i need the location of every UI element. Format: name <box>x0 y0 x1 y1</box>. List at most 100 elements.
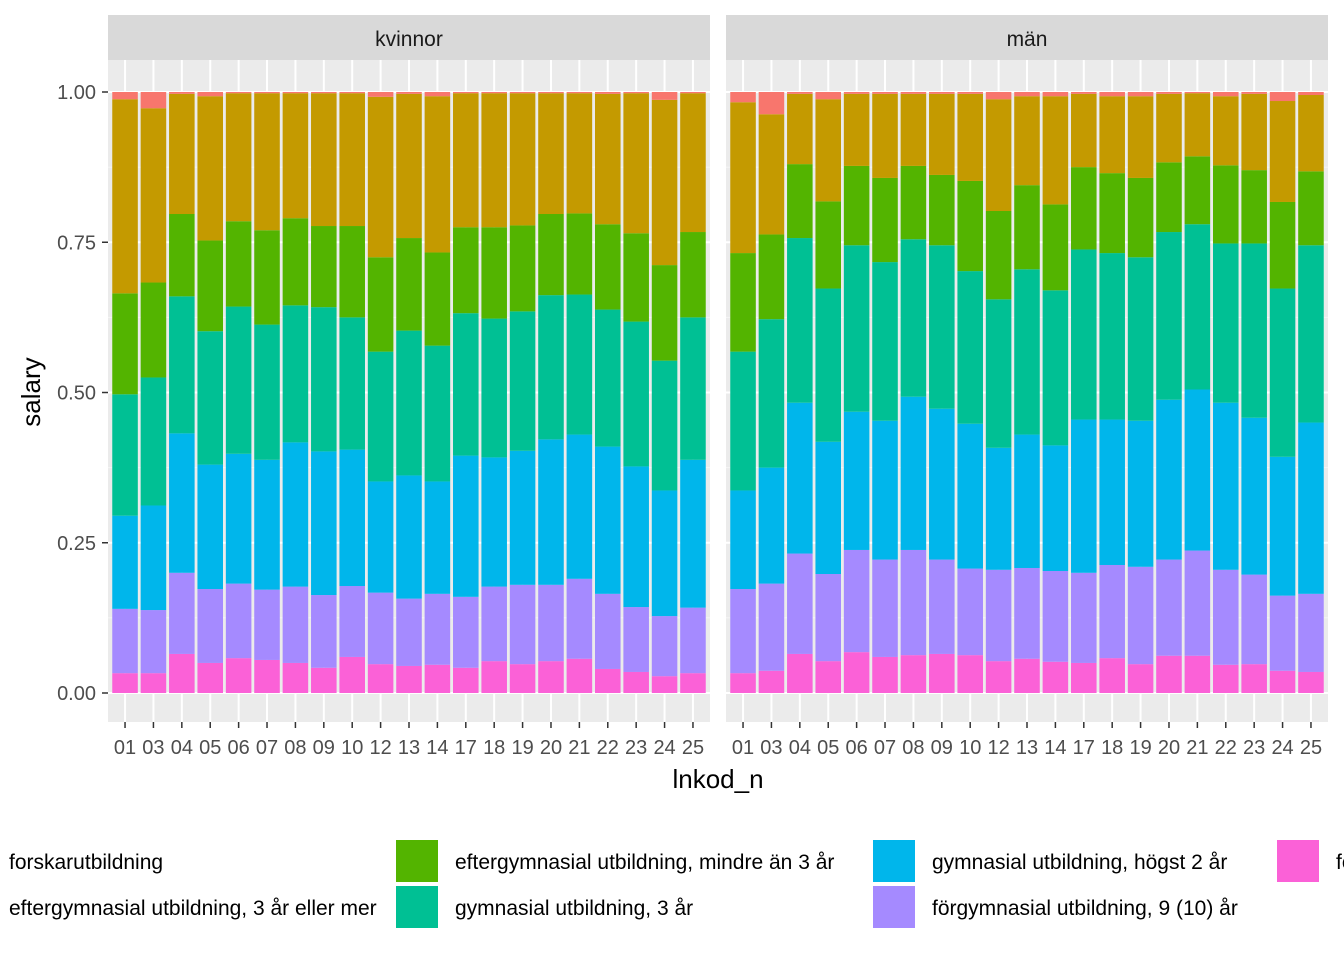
bar-segment-kvinnor-12-gymnasial-utbildning-3-ar <box>367 351 394 482</box>
bar-segment-kvinnor-09-forgymnasial-utbildning-9-10-ar <box>311 595 337 668</box>
bar-segment-man-12-forgymnasial-utbildning-9-10-ar <box>985 569 1012 662</box>
bar-segment-man-12-eftergymnasial-utbildning-3-ar-eller-mer <box>985 99 1012 211</box>
bar-segment-kvinnor-22-eftergymnasial-utbildning-3-ar-eller-mer <box>594 93 621 225</box>
bar-segment-man-08-eftergymnasial-utbildning-3-ar-eller-mer <box>900 93 927 166</box>
bar-segment-man-21-eftergymnasial-utbildning-3-ar-eller-mer <box>1184 93 1211 157</box>
bar-segment-man-08-gymnasial-utbildning-hogst-2-ar <box>900 396 927 550</box>
bar-segment-kvinnor-20-forskarutbildning <box>538 92 564 94</box>
bar-segment-man-04-gymnasial-utbildning-hogst-2-ar <box>787 402 813 554</box>
y-tick-label: 1.00 <box>57 82 96 104</box>
bar-segment-man-07-eftergymnasial-utbildning-mindre-an-3-ar <box>872 177 898 263</box>
legend-item-forgymnasial-utbildning-kortare-an-9-ar: förgymnasial utbildning, kortare än 9 år <box>1277 840 1344 882</box>
bar-segment-man-22-eftergymnasial-utbildning-mindre-an-3-ar <box>1212 165 1239 244</box>
bar-segment-kvinnor-17-gymnasial-utbildning-hogst-2-ar <box>453 455 479 597</box>
bar-segment-man-25-forgymnasial-utbildning-9-10-ar <box>1298 593 1324 672</box>
bar-segment-kvinnor-12-eftergymnasial-utbildning-3-ar-eller-mer <box>367 96 394 258</box>
bar-segment-man-23-eftergymnasial-utbildning-mindre-an-3-ar <box>1241 170 1267 244</box>
bar-segment-kvinnor-03-gymnasial-utbildning-3-ar <box>140 377 167 506</box>
bar-segment-man-17-gymnasial-utbildning-hogst-2-ar <box>1071 419 1097 573</box>
x-tick-label-man-03: 03 <box>760 737 782 759</box>
bar-segment-man-14-eftergymnasial-utbildning-mindre-an-3-ar <box>1042 204 1069 291</box>
bar-segment-kvinnor-20-eftergymnasial-utbildning-mindre-an-3-ar <box>538 214 564 296</box>
bar-segment-man-04-gymnasial-utbildning-3-ar <box>787 238 813 403</box>
bar-segment-kvinnor-05-gymnasial-utbildning-3-ar <box>197 331 224 465</box>
bar-segment-man-08-eftergymnasial-utbildning-mindre-an-3-ar <box>900 165 927 240</box>
bar-segment-man-24-gymnasial-utbildning-3-ar <box>1269 288 1296 457</box>
bar-segment-kvinnor-22-forgymnasial-utbildning-kortare-an-9-ar <box>594 668 621 693</box>
bar-segment-man-09-eftergymnasial-utbildning-3-ar-eller-mer <box>929 93 955 175</box>
bar-segment-kvinnor-18-eftergymnasial-utbildning-3-ar-eller-mer <box>481 93 507 228</box>
bar-segment-kvinnor-24-gymnasial-utbildning-3-ar <box>651 360 678 491</box>
bar-segment-man-21-forgymnasial-utbildning-kortare-an-9-ar <box>1184 655 1211 693</box>
bar-segment-kvinnor-06-eftergymnasial-utbildning-mindre-an-3-ar <box>225 221 252 307</box>
bar-segment-man-14-eftergymnasial-utbildning-3-ar-eller-mer <box>1042 96 1069 205</box>
x-tick-label-man-05: 05 <box>817 737 839 759</box>
bar-segment-man-06-gymnasial-utbildning-hogst-2-ar <box>843 411 870 550</box>
bar-segment-kvinnor-08-gymnasial-utbildning-3-ar <box>282 305 309 443</box>
bar-segment-kvinnor-03-eftergymnasial-utbildning-mindre-an-3-ar <box>140 282 167 378</box>
bar-segment-man-23-forskarutbildning <box>1241 92 1267 94</box>
bar-segment-kvinnor-10-eftergymnasial-utbildning-mindre-an-3-ar <box>339 226 365 318</box>
bar-segment-man-06-forgymnasial-utbildning-9-10-ar <box>843 549 870 653</box>
bar-segment-kvinnor-04-gymnasial-utbildning-hogst-2-ar <box>169 433 195 573</box>
bar-segment-man-14-forgymnasial-utbildning-kortare-an-9-ar <box>1042 661 1069 693</box>
bar-segment-kvinnor-19-eftergymnasial-utbildning-mindre-an-3-ar <box>509 225 536 312</box>
bar-segment-kvinnor-13-gymnasial-utbildning-hogst-2-ar <box>396 475 422 599</box>
x-tick-label-man-20: 20 <box>1158 737 1180 759</box>
bar-segment-kvinnor-20-forgymnasial-utbildning-kortare-an-9-ar <box>538 661 564 693</box>
bar-segment-kvinnor-08-forgymnasial-utbildning-9-10-ar <box>282 586 309 663</box>
bar-segment-man-19-forgymnasial-utbildning-kortare-an-9-ar <box>1127 664 1154 693</box>
bar-segment-man-21-gymnasial-utbildning-3-ar <box>1184 224 1211 390</box>
legend-key-gymnasial-utbildning-3-ar <box>396 886 438 928</box>
bar-segment-man-17-forgymnasial-utbildning-9-10-ar <box>1071 572 1097 663</box>
bar-segment-man-03-gymnasial-utbildning-3-ar <box>758 319 785 468</box>
bar-segment-kvinnor-10-eftergymnasial-utbildning-3-ar-eller-mer <box>339 93 365 227</box>
bar-segment-kvinnor-09-eftergymnasial-utbildning-3-ar-eller-mer <box>311 93 337 227</box>
bar-segment-kvinnor-17-eftergymnasial-utbildning-mindre-an-3-ar <box>453 227 479 314</box>
bar-segment-man-14-gymnasial-utbildning-hogst-2-ar <box>1042 445 1069 571</box>
facet-label-man: män <box>1007 28 1048 51</box>
bar-segment-man-25-forgymnasial-utbildning-kortare-an-9-ar <box>1298 671 1324 693</box>
bar-segment-kvinnor-07-forgymnasial-utbildning-kortare-an-9-ar <box>254 659 280 693</box>
bar-segment-man-23-gymnasial-utbildning-3-ar <box>1241 243 1267 418</box>
bar-segment-kvinnor-25-forgymnasial-utbildning-9-10-ar <box>680 607 706 674</box>
legend-item-gymnasial-utbildning-hogst-2-ar: gymnasial utbildning, högst 2 år <box>873 840 1227 882</box>
bar-segment-man-06-forgymnasial-utbildning-kortare-an-9-ar <box>843 652 870 693</box>
legend-label-forskarutbildning: forskarutbildning <box>9 851 163 874</box>
x-tick-label-kvinnor-23: 23 <box>625 737 647 759</box>
bar-segment-kvinnor-21-gymnasial-utbildning-3-ar <box>566 294 593 435</box>
bar-segment-man-09-gymnasial-utbildning-hogst-2-ar <box>929 408 955 560</box>
bar-segment-man-22-gymnasial-utbildning-3-ar <box>1212 243 1239 403</box>
bar-segment-kvinnor-04-forgymnasial-utbildning-kortare-an-9-ar <box>169 653 195 693</box>
bar-segment-kvinnor-21-eftergymnasial-utbildning-3-ar-eller-mer <box>566 93 593 214</box>
bar-segment-man-25-eftergymnasial-utbildning-mindre-an-3-ar <box>1298 171 1324 246</box>
bar-segment-man-22-gymnasial-utbildning-hogst-2-ar <box>1212 402 1239 570</box>
bar-segment-man-01-gymnasial-utbildning-3-ar <box>730 351 756 491</box>
bar-segment-kvinnor-03-forskarutbildning <box>140 92 167 109</box>
legend-label-gymnasial-utbildning-3-ar: gymnasial utbildning, 3 år <box>455 897 693 920</box>
x-tick-label-kvinnor-13: 13 <box>398 737 420 759</box>
bar-segment-kvinnor-19-forgymnasial-utbildning-kortare-an-9-ar <box>509 664 536 693</box>
bar-segment-man-12-forskarutbildning <box>985 92 1012 100</box>
bar-segment-kvinnor-24-gymnasial-utbildning-hogst-2-ar <box>651 490 678 617</box>
bar-segment-kvinnor-14-eftergymnasial-utbildning-mindre-an-3-ar <box>424 252 451 346</box>
bar-segment-kvinnor-05-forskarutbildning <box>197 92 224 97</box>
bar-segment-man-03-gymnasial-utbildning-hogst-2-ar <box>758 467 785 584</box>
bar-segment-kvinnor-09-forskarutbildning <box>311 92 337 94</box>
x-tick-label-kvinnor-20: 20 <box>540 737 562 759</box>
y-tick-label: 0.25 <box>57 533 96 555</box>
bar-segment-man-05-forgymnasial-utbildning-kortare-an-9-ar <box>815 661 842 693</box>
x-tick-label-kvinnor-07: 07 <box>256 737 278 759</box>
bar-segment-man-08-forgymnasial-utbildning-kortare-an-9-ar <box>900 655 927 693</box>
bar-segment-man-03-forgymnasial-utbildning-9-10-ar <box>758 583 785 671</box>
bar-segment-man-07-gymnasial-utbildning-hogst-2-ar <box>872 420 898 560</box>
bar-segment-kvinnor-23-forgymnasial-utbildning-kortare-an-9-ar <box>623 671 649 693</box>
bar-segment-kvinnor-23-eftergymnasial-utbildning-mindre-an-3-ar <box>623 233 649 322</box>
facet-label-kvinnor: kvinnor <box>375 28 443 51</box>
bar-segment-kvinnor-23-gymnasial-utbildning-3-ar <box>623 321 649 467</box>
bar-segment-man-21-forgymnasial-utbildning-9-10-ar <box>1184 550 1211 656</box>
bar-segment-kvinnor-12-forskarutbildning <box>367 92 394 97</box>
bar-segment-man-06-eftergymnasial-utbildning-3-ar-eller-mer <box>843 93 870 166</box>
bar-segment-man-04-forskarutbildning <box>787 92 813 94</box>
